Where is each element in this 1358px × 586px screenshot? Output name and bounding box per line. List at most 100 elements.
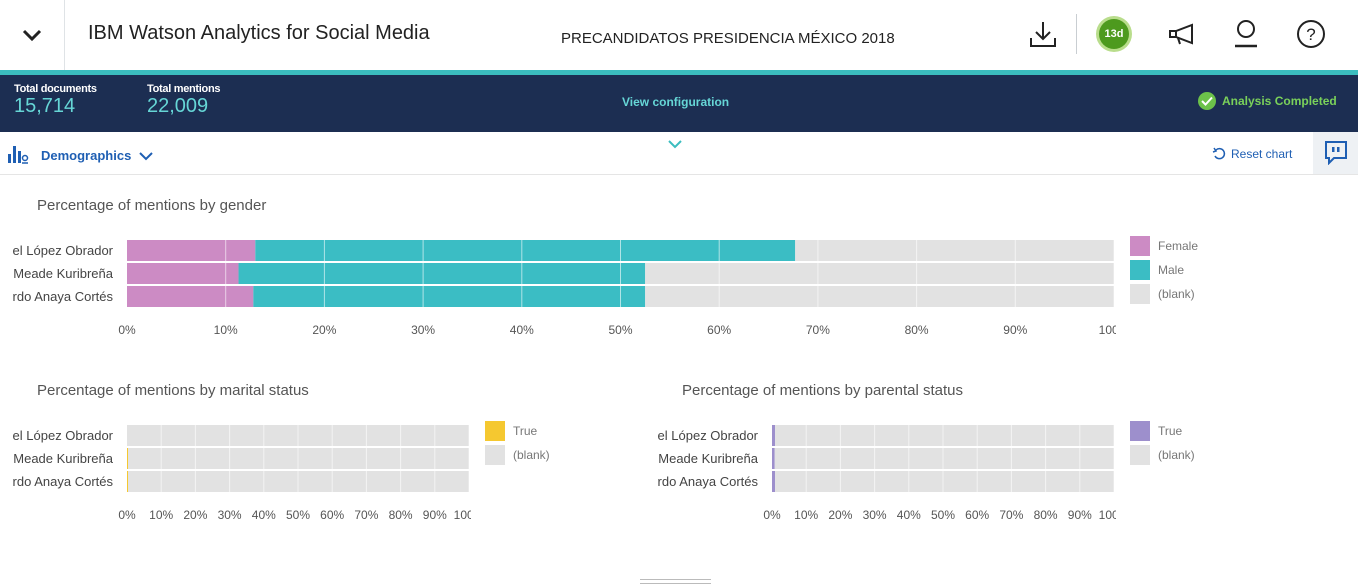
category-label: rdo Anaya Cortés <box>658 474 759 489</box>
user-icon <box>1235 20 1257 48</box>
legend-label: (blank) <box>513 448 550 462</box>
gender-chart-title: Percentage of mentions by gender <box>37 197 267 214</box>
tick-label: 70% <box>806 323 830 337</box>
view-configuration-link[interactable]: View configuration <box>622 95 730 109</box>
tick-label: 30% <box>863 508 887 522</box>
resize-handle[interactable] <box>640 579 711 584</box>
bar-blank-1[interactable] <box>128 448 469 469</box>
legend-label: True <box>513 424 538 438</box>
parental-chart-title: Percentage of mentions by parental statu… <box>682 382 964 399</box>
view-selector-label[interactable]: Demographics <box>41 148 132 163</box>
collapse-menu-button[interactable] <box>0 0 65 70</box>
category-label: Meade Kuribreña <box>13 266 113 281</box>
tick-label: 60% <box>320 508 344 522</box>
bar-blank-1[interactable] <box>774 448 1114 469</box>
tick-label: 100% <box>1099 323 1130 337</box>
tick-label: 80% <box>905 323 929 337</box>
tick-label: 10% <box>794 508 818 522</box>
announcements-button[interactable] <box>1162 14 1202 54</box>
tick-label: 20% <box>183 508 207 522</box>
megaphone-icon <box>1169 23 1193 45</box>
bar-blank-2[interactable] <box>645 286 1114 307</box>
bar-male-1[interactable] <box>238 263 646 284</box>
bar-female-0[interactable] <box>127 240 256 261</box>
tick-label: 20% <box>312 323 336 337</box>
bar-true-1[interactable] <box>127 448 129 469</box>
bar-true-0[interactable] <box>772 425 776 446</box>
tick-label: 20% <box>828 508 852 522</box>
total-mentions-label: Total mentions <box>147 83 221 95</box>
tick-label: 70% <box>354 508 378 522</box>
app-title-brand: IBM Watson <box>88 22 197 44</box>
tick-label: 80% <box>389 508 413 522</box>
bar-female-1[interactable] <box>127 263 239 284</box>
chevron-down-icon <box>139 152 153 161</box>
total-documents-value: 15,714 <box>14 95 76 117</box>
category-label: Meade Kuribreña <box>13 451 113 466</box>
legend-label: Male <box>1158 263 1184 277</box>
legend-label: True <box>1158 424 1183 438</box>
quote-icon <box>1324 141 1347 165</box>
bar-blank-2[interactable] <box>775 471 1114 492</box>
total-documents-stat: Total documents 15,714 <box>14 83 97 118</box>
bar-blank-1[interactable] <box>645 263 1114 284</box>
view-selector-dropdown[interactable] <box>139 148 153 166</box>
legend-swatch <box>485 445 505 465</box>
days-remaining-button[interactable]: 13d <box>1094 14 1134 54</box>
bar-blank-2[interactable] <box>128 471 469 492</box>
legend-swatch <box>1130 284 1150 304</box>
bar-true-2[interactable] <box>127 471 129 492</box>
tick-label: 0% <box>118 508 136 522</box>
legend-label: Female <box>1158 239 1198 253</box>
marital-status-chart: el López Obrador Meade Kuribreña rdo Anaya… <box>13 421 550 522</box>
svg-text:?: ? <box>1306 25 1315 44</box>
bar-male-0[interactable] <box>255 240 796 261</box>
help-icon: ? <box>1297 20 1325 48</box>
tick-label: 80% <box>1034 508 1058 522</box>
total-mentions-value: 22,009 <box>147 95 209 117</box>
download-button[interactable] <box>1023 14 1063 54</box>
tick-label: 90% <box>423 508 447 522</box>
top-bar: IBM Watson Analytics for Social Media PR… <box>0 0 1358 70</box>
comments-button[interactable] <box>1313 132 1358 174</box>
demographics-icon <box>7 144 29 169</box>
tick-label: 40% <box>897 508 921 522</box>
category-label: rdo Anaya Cortés <box>13 289 114 304</box>
reset-chart-button[interactable]: Reset chart <box>1212 147 1292 161</box>
analysis-status-label: Analysis Completed <box>1222 94 1337 108</box>
bar-true-1[interactable] <box>772 448 775 469</box>
bar-blank-0[interactable] <box>775 425 1114 446</box>
bar-blank-0[interactable] <box>795 240 1114 261</box>
tick-label: 50% <box>286 508 310 522</box>
expand-configuration-toggle[interactable] <box>667 136 683 154</box>
summary-bar: Total documents 15,714 Total mentions 22… <box>0 75 1358 132</box>
help-button[interactable]: ? <box>1291 14 1331 54</box>
tick-label: 10% <box>214 323 238 337</box>
project-title: PRECANDIDATOS PRESIDENCIA MÉXICO 2018 <box>561 30 895 47</box>
bar-male-2[interactable] <box>253 286 646 307</box>
legend-swatch <box>485 421 505 441</box>
bar-female-2[interactable] <box>127 286 254 307</box>
parental-status-chart: el López Obrador Meade Kuribreña rdo Anaya… <box>658 421 1195 522</box>
tick-label: 40% <box>510 323 534 337</box>
app-title-product: Analytics for Social Media <box>196 22 430 44</box>
legend-swatch <box>1130 260 1150 280</box>
legend-swatch <box>1130 236 1150 256</box>
tick-label: 60% <box>965 508 989 522</box>
reset-chart-label: Reset chart <box>1231 147 1293 161</box>
tick-label: 30% <box>218 508 242 522</box>
bar-true-2[interactable] <box>772 471 776 492</box>
legend-label: (blank) <box>1158 287 1195 301</box>
marital-chart-title: Percentage of mentions by marital status <box>37 382 309 399</box>
category-label: Meade Kuribreña <box>658 451 758 466</box>
user-profile-button[interactable] <box>1226 14 1266 54</box>
download-icon <box>1030 22 1056 47</box>
check-circle-icon <box>1198 92 1216 110</box>
analysis-status: Analysis Completed <box>1198 92 1337 110</box>
tick-label: 90% <box>1068 508 1092 522</box>
category-label: el López Obrador <box>658 428 759 443</box>
toolbar-divider <box>1076 14 1077 54</box>
category-label: el López Obrador <box>13 243 114 258</box>
chart-toolbar: Demographics Reset chart <box>0 132 1358 175</box>
tick-label: 40% <box>252 508 276 522</box>
